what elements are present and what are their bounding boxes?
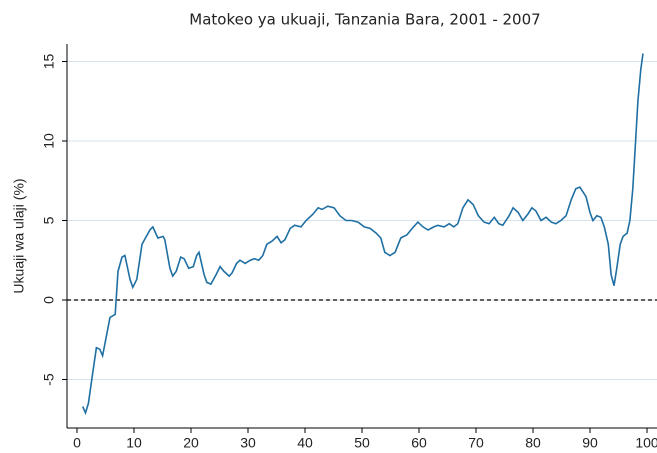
- y-tick-label: 5: [41, 216, 57, 224]
- x-tick-label: 50: [354, 435, 370, 451]
- y-tick-label: 15: [41, 53, 57, 69]
- x-tick-label: 40: [297, 435, 313, 451]
- x-tick-label: 100: [635, 435, 657, 451]
- x-tick-label: 0: [73, 435, 81, 451]
- x-tick-label: 70: [468, 435, 484, 451]
- x-tick-label: 30: [240, 435, 256, 451]
- x-tick-label: 60: [411, 435, 427, 451]
- x-tick-label: 10: [126, 435, 142, 451]
- x-tick-label: 80: [525, 435, 541, 451]
- y-tick-label: 0: [41, 296, 57, 304]
- y-tick-label: -5: [41, 373, 57, 386]
- y-tick-label: 10: [41, 133, 57, 149]
- x-tick-label: 90: [582, 435, 598, 451]
- y-axis-label: Ukuaji wa ulaji (%): [11, 178, 27, 293]
- chart-title: Matokeo ya ukuaji, Tanzania Bara, 2001 -…: [189, 11, 540, 29]
- data-line: [81, 53, 644, 416]
- x-tick-label: 20: [183, 435, 199, 451]
